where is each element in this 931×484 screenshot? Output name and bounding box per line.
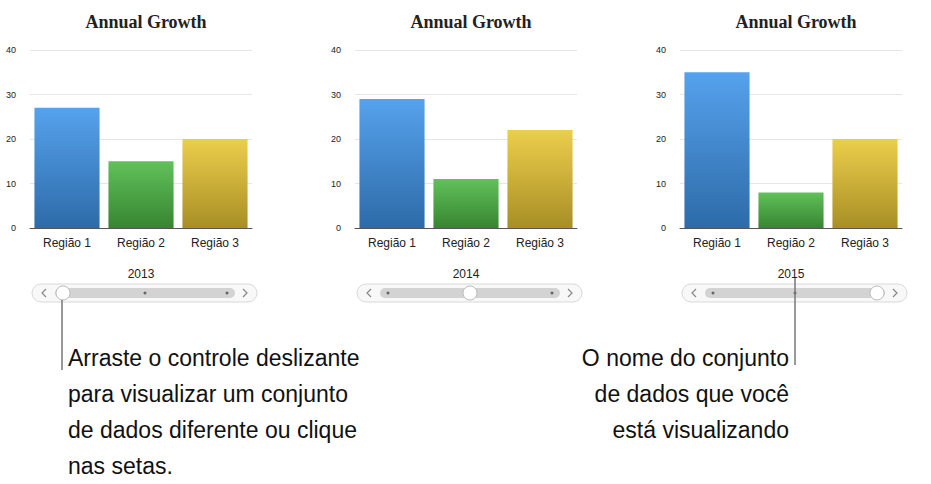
svg-text:40: 40 (331, 45, 341, 55)
svg-text:Região 2: Região 2 (442, 236, 490, 250)
svg-text:Annual Growth: Annual Growth (85, 12, 206, 32)
svg-text:Região 3: Região 3 (516, 236, 564, 250)
svg-text:10: 10 (331, 179, 341, 189)
svg-text:30: 30 (331, 90, 341, 100)
svg-text:Região 1: Região 1 (43, 236, 91, 250)
svg-text:2013: 2013 (128, 267, 155, 281)
svg-text:nas setas.: nas setas. (68, 453, 173, 479)
svg-text:40: 40 (656, 45, 666, 55)
svg-text:40: 40 (6, 45, 16, 55)
svg-text:30: 30 (6, 90, 16, 100)
svg-text:Região 1: Região 1 (368, 236, 416, 250)
svg-text:Região 2: Região 2 (117, 236, 165, 250)
svg-text:30: 30 (656, 90, 666, 100)
svg-text:Annual Growth: Annual Growth (410, 12, 531, 32)
svg-text:Arraste o controle deslizante: Arraste o controle deslizante (68, 345, 360, 371)
svg-text:Região 3: Região 3 (841, 236, 889, 250)
svg-text:Região 1: Região 1 (693, 236, 741, 250)
svg-text:10: 10 (6, 179, 16, 189)
svg-text:20: 20 (331, 134, 341, 144)
svg-text:2014: 2014 (453, 267, 480, 281)
svg-text:10: 10 (656, 179, 666, 189)
svg-text:20: 20 (6, 134, 16, 144)
svg-text:de dados que você: de dados que você (595, 381, 789, 407)
svg-text:0: 0 (336, 223, 341, 233)
svg-text:para visualizar um conjunto: para visualizar um conjunto (68, 381, 348, 407)
svg-text:Região 2: Região 2 (767, 236, 815, 250)
svg-text:de dados diferente ou clique: de dados diferente ou clique (68, 417, 357, 443)
svg-text:0: 0 (11, 223, 16, 233)
svg-text:O nome do conjunto: O nome do conjunto (582, 345, 789, 371)
svg-text:2015: 2015 (778, 267, 805, 281)
svg-text:Annual Growth: Annual Growth (735, 12, 856, 32)
svg-text:Região 3: Região 3 (191, 236, 239, 250)
svg-text:20: 20 (656, 134, 666, 144)
svg-text:está visualizando: está visualizando (613, 417, 789, 443)
svg-text:0: 0 (661, 223, 666, 233)
